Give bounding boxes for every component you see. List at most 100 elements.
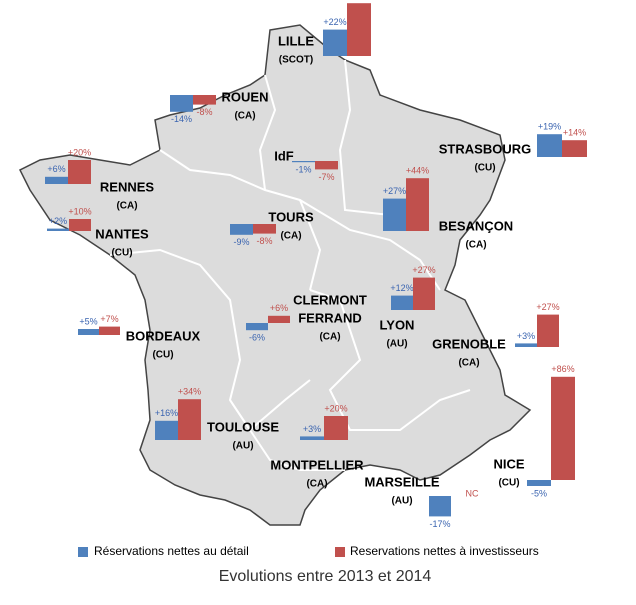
- city-name: FERRAND: [298, 310, 362, 325]
- bar: [300, 436, 324, 440]
- bar: [178, 399, 201, 440]
- legend-label: Reservations nettes à investisseurs: [350, 544, 539, 558]
- value-label: +10%: [68, 206, 91, 216]
- city-name: MARSEILLE: [364, 474, 439, 489]
- city-type: (CA): [319, 332, 340, 343]
- city-name: NICE: [493, 456, 524, 471]
- city-name: IdF: [274, 148, 294, 163]
- bar: [47, 228, 69, 231]
- city-name: RENNES: [100, 179, 155, 194]
- value-label: -17%: [429, 519, 450, 529]
- city-name: NANTES: [95, 226, 149, 241]
- city-name: TOULOUSE: [207, 419, 279, 434]
- figure-title: Evolutions entre 2013 et 2014: [219, 568, 432, 585]
- bar: [78, 329, 99, 335]
- france-outline: [18, 24, 532, 526]
- bar: [315, 161, 338, 170]
- bar: [537, 134, 562, 157]
- bar: [268, 315, 290, 323]
- bar: [551, 376, 575, 480]
- city-name: BORDEAUX: [126, 328, 201, 343]
- value-label: -5%: [531, 488, 547, 498]
- bar: [391, 295, 413, 310]
- value-label: +86%: [551, 364, 574, 374]
- value-label: +44%: [406, 166, 429, 176]
- bar: [246, 323, 268, 331]
- city-type: (CU): [111, 248, 132, 259]
- bar: [230, 224, 253, 235]
- legend-label: Réservations nettes au détail: [94, 544, 249, 558]
- city-name: BESANÇON: [439, 218, 513, 233]
- bar: [324, 416, 348, 440]
- bar: [429, 496, 451, 517]
- value-label: -8%: [256, 236, 272, 246]
- value-label: +12%: [390, 283, 413, 293]
- value-label: +7%: [100, 314, 118, 324]
- city-type: (SCOT): [279, 55, 313, 66]
- bar: [170, 95, 193, 112]
- city-type: (CA): [116, 201, 137, 212]
- city-type: (CA): [234, 111, 255, 122]
- city-name: MONTPELLIER: [270, 457, 364, 472]
- value-label: +27%: [536, 302, 559, 312]
- bar: [323, 29, 347, 56]
- value-label: +6%: [47, 164, 65, 174]
- value-label: +34%: [178, 387, 201, 397]
- bar: [562, 140, 587, 157]
- city-name: TOURS: [268, 209, 314, 224]
- value-label: -7%: [318, 172, 334, 182]
- value-label: +20%: [324, 403, 347, 413]
- value-label: -1%: [295, 165, 311, 175]
- city-type: (CU): [474, 163, 495, 174]
- value-label: +19%: [538, 122, 561, 132]
- bar: [527, 480, 551, 486]
- value-label: +5%: [79, 316, 97, 326]
- value-label: +3%: [303, 424, 321, 434]
- city-type: (CU): [152, 350, 173, 361]
- value-label: NC: [466, 488, 479, 498]
- region-borders: [109, 59, 471, 471]
- bar: [155, 420, 178, 440]
- value-label: +3%: [517, 331, 535, 341]
- value-label: -9%: [233, 237, 249, 247]
- bar: [383, 198, 406, 231]
- city-type: (CU): [498, 478, 519, 489]
- city-name: STRASBOURG: [439, 141, 531, 156]
- city-name: ROUEN: [222, 89, 269, 104]
- city-type: (CA): [465, 240, 486, 251]
- bar: [99, 326, 120, 335]
- value-label: -14%: [171, 114, 192, 124]
- bar: [406, 178, 429, 231]
- bar: [537, 314, 559, 347]
- bar: [253, 224, 276, 234]
- city-name: LILLE: [278, 33, 314, 48]
- value-label: +16%: [155, 408, 178, 418]
- value-label: -8%: [196, 107, 212, 117]
- bar: [413, 277, 435, 310]
- city-type: (AU): [232, 441, 253, 452]
- city-type: (AU): [386, 339, 407, 350]
- value-label: -6%: [249, 333, 265, 343]
- value-label: +27%: [412, 265, 435, 275]
- city-type: (AU): [391, 496, 412, 507]
- bar: [45, 176, 68, 184]
- bar: [515, 343, 537, 347]
- value-label: +14%: [563, 128, 586, 138]
- value-label: +20%: [68, 147, 91, 157]
- city-name: GRENOBLE: [432, 336, 506, 351]
- value-label: +2%: [49, 216, 67, 226]
- city-name: CLERMONT: [293, 292, 367, 307]
- legend-swatch: [335, 547, 345, 557]
- bar: [69, 219, 91, 231]
- bar: [292, 161, 315, 163]
- legend-swatch: [78, 547, 88, 557]
- city-name: LYON: [380, 317, 415, 332]
- bar: [68, 160, 91, 184]
- city-type: (CA): [280, 231, 301, 242]
- value-label: +22%: [323, 17, 346, 27]
- bar: [193, 95, 216, 105]
- value-label: +6%: [270, 303, 288, 313]
- city-type: (CA): [306, 479, 327, 490]
- city-type: (CA): [458, 358, 479, 369]
